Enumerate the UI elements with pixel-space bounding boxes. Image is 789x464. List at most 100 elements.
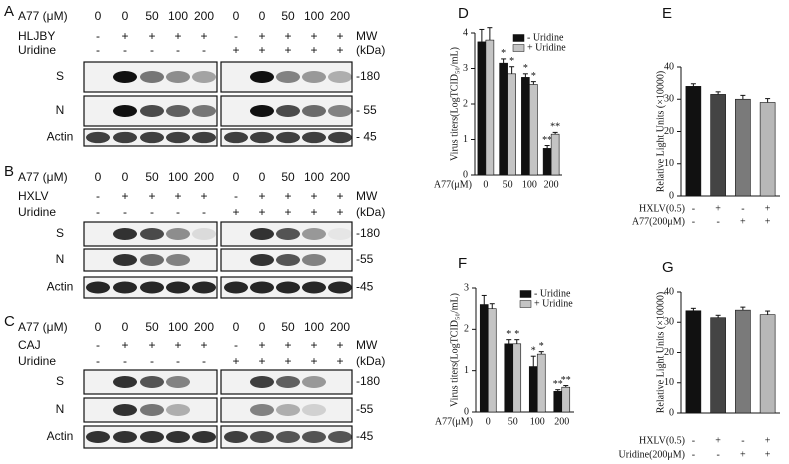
- y-tick-label: 20: [664, 347, 674, 358]
- y-tick-label: 2: [463, 98, 468, 109]
- band: [302, 131, 326, 144]
- band: [302, 281, 326, 294]
- y-axis-label: Virus titers(LogTCID₅₀/mL): [449, 293, 460, 407]
- condition-value: -: [176, 43, 180, 57]
- band: [224, 431, 248, 443]
- condition-value: +: [284, 205, 291, 219]
- legend-label: - Uridine: [534, 288, 571, 299]
- bar: [521, 77, 530, 176]
- x-tick-label: 50: [508, 416, 518, 427]
- condition-value: -: [96, 189, 100, 203]
- condition-value: 0: [122, 320, 129, 334]
- condition-label: Uridine: [18, 43, 56, 57]
- band: [113, 281, 137, 294]
- condition-value: -: [96, 354, 100, 368]
- band: [166, 71, 190, 83]
- bar: [735, 98, 751, 197]
- significance: *: [531, 345, 536, 356]
- band: [302, 71, 326, 83]
- condition-value: 100: [168, 170, 188, 184]
- condition-value: +: [174, 189, 181, 203]
- condition-value: 50: [145, 170, 159, 184]
- bar: [479, 304, 489, 413]
- band: [166, 228, 190, 240]
- y-tick-label: 1: [464, 365, 469, 376]
- condition-value: 0: [95, 320, 102, 334]
- condition-value: +: [174, 29, 181, 43]
- band: [113, 254, 137, 266]
- band: [328, 431, 352, 443]
- bar: [507, 73, 516, 176]
- y-tick-label: 3: [463, 63, 468, 74]
- mw-label: -180: [356, 226, 380, 240]
- bar: [477, 41, 487, 176]
- condition-label: HLJBY: [18, 29, 55, 43]
- bar: [553, 391, 563, 413]
- band: [250, 254, 274, 266]
- condition-value: +: [310, 43, 317, 57]
- condition-value: +: [765, 435, 771, 446]
- band: [192, 431, 216, 443]
- band: [113, 404, 137, 416]
- mw-header: (kDa): [356, 43, 385, 57]
- condition-value: +: [258, 338, 265, 352]
- panel-label: G: [662, 259, 674, 276]
- band: [113, 431, 137, 443]
- y-tick-label: 30: [664, 94, 674, 105]
- band: [328, 105, 352, 117]
- condition-value: +: [258, 205, 265, 219]
- band: [328, 71, 352, 83]
- significance: *: [501, 48, 506, 59]
- condition-value: +: [336, 354, 343, 368]
- band: [276, 131, 300, 144]
- band: [166, 404, 190, 416]
- x-tick-label: 100: [530, 416, 545, 427]
- condition-label: HXLV: [18, 189, 48, 203]
- panel-label: D: [458, 5, 469, 22]
- band: [250, 404, 274, 416]
- band: [224, 281, 248, 294]
- band: [302, 404, 326, 416]
- x-tick-label: 200: [554, 416, 569, 427]
- significance: **: [553, 379, 563, 390]
- condition-value: +: [232, 43, 239, 57]
- condition-value: -: [96, 43, 100, 57]
- condition-value: +: [765, 216, 771, 227]
- condition-value: -: [202, 354, 206, 368]
- condition-value: +: [336, 43, 343, 57]
- condition-value: 0: [259, 170, 266, 184]
- x-tick-label: 200: [544, 179, 559, 190]
- band: [302, 105, 326, 117]
- band: [166, 254, 190, 266]
- significance: **: [550, 122, 560, 133]
- condition-label: A77 (μM): [18, 9, 68, 23]
- band: [113, 131, 137, 144]
- condition-value: 200: [330, 170, 350, 184]
- bar: [499, 62, 508, 176]
- condition-value: -: [234, 189, 238, 203]
- mw-header: MW: [356, 189, 378, 203]
- bar: [685, 310, 702, 414]
- condition-label: HXLV(0.5): [639, 435, 685, 446]
- condition-value: +: [200, 29, 207, 43]
- condition-value: 50: [281, 320, 295, 334]
- band: [250, 281, 274, 294]
- bar: [759, 314, 776, 414]
- band: [166, 376, 190, 388]
- condition-value: 50: [145, 320, 159, 334]
- bar: [529, 84, 538, 176]
- condition-value: 100: [168, 320, 188, 334]
- y-tick-label: 0: [463, 169, 468, 180]
- condition-value: +: [715, 435, 721, 446]
- condition-value: -: [202, 43, 206, 57]
- band: [224, 131, 248, 144]
- band: [276, 254, 300, 266]
- band: [250, 376, 274, 388]
- bar: [710, 317, 726, 414]
- band-label: N: [56, 252, 65, 266]
- y-axis-label: Relative Light Units (×10000): [655, 292, 666, 413]
- condition-value: +: [174, 338, 181, 352]
- band: [140, 228, 164, 240]
- band-label: S: [56, 69, 64, 83]
- x-tick-label: 50: [503, 179, 513, 190]
